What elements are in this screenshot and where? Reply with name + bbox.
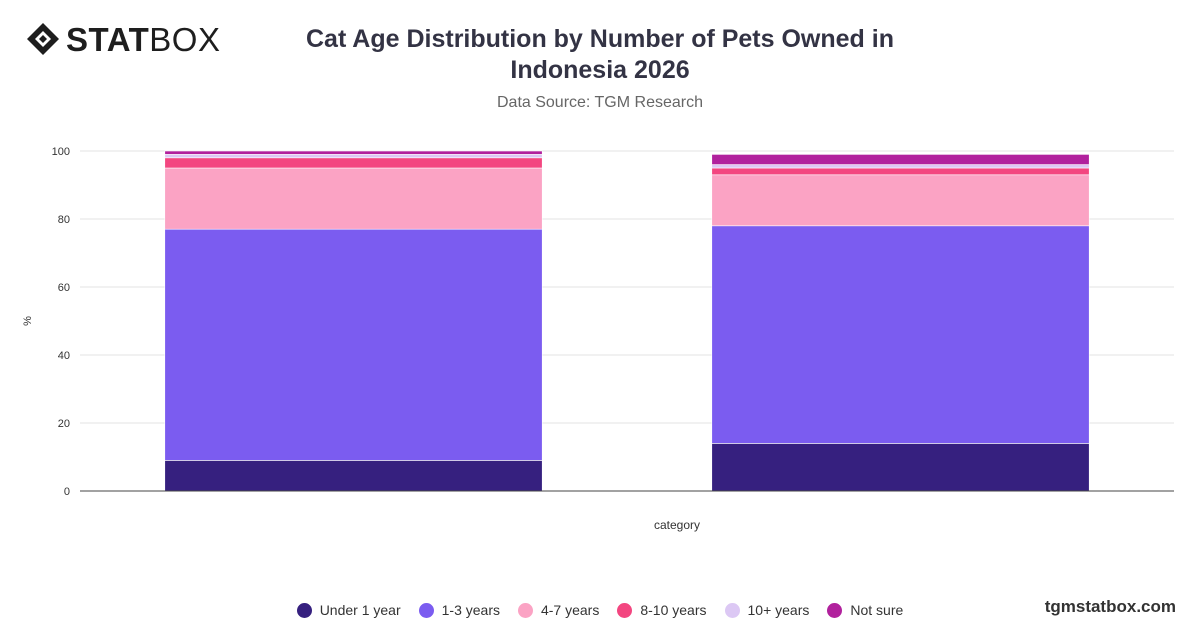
y-tick-label-60: 60 <box>58 282 70 294</box>
bar-segment-1-not-sure <box>164 150 543 155</box>
y-tick-label-100: 100 <box>52 146 70 158</box>
bar-segment-1-8-10-years <box>164 157 543 169</box>
y-axis-label: % <box>22 316 34 326</box>
legend-item-10-years[interactable]: 10+ years <box>724 602 810 618</box>
chart-title: Cat Age Distribution by Number of Pets O… <box>250 24 950 86</box>
legend-label-10-years: 10+ years <box>747 602 810 618</box>
chart-bars <box>164 150 1090 492</box>
legend-label-8-10-years: 8-10 years <box>640 602 707 618</box>
legend-swatch-under-1-year <box>296 602 312 618</box>
legend-swatch-8-10-years <box>617 602 633 618</box>
y-tick-label-40: 40 <box>58 350 70 362</box>
chart-axes: 0 20 40 60 80 100% category <box>22 146 1174 532</box>
legend-label-4-7-years: 4-7 years <box>540 602 600 618</box>
statbox-logo: STATBOX <box>26 22 220 56</box>
chart-subtitle: Data Source: TGM Research <box>496 94 703 111</box>
bar-segment-2-1-3-years <box>711 225 1090 444</box>
y-tick-label-0: 0 <box>64 486 70 498</box>
legend-swatch-not-sure <box>827 602 843 618</box>
bar-segment-2-under-1-year <box>711 443 1090 492</box>
chart-header: Cat Age Distribution by Number of Pets O… <box>250 24 950 112</box>
bar-segment-2-not-sure <box>711 154 1090 165</box>
bar-segment-1-4-7-years <box>164 167 543 230</box>
legend-item-1-3-years[interactable]: 1-3 years <box>418 602 500 618</box>
chart-title-line-1: Cat Age Distribution by Number of Pets O… <box>305 25 894 53</box>
bar-segment-2-4-7-years <box>711 174 1090 227</box>
legend-label-not-sure: Not sure <box>850 602 904 618</box>
bar-segment-1-1-3-years <box>164 228 543 461</box>
bar-segment-2-8-10-years <box>711 167 1090 176</box>
legend-item-8-10-years[interactable]: 8-10 years <box>617 602 707 618</box>
legend-item-under-1-year[interactable]: Under 1 year <box>296 602 401 618</box>
statbox-diamond-icon <box>27 23 59 55</box>
legend-swatch-10-years <box>724 602 740 618</box>
logo-wordmark: STATBOX <box>66 23 220 56</box>
legend-item-4-7-years[interactable]: 4-7 years <box>517 602 600 618</box>
legend-label-under-1-year: Under 1 year <box>319 602 401 618</box>
chart-title-line-2: Indonesia 2026 <box>510 56 690 84</box>
y-tick-label-20: 20 <box>58 418 70 430</box>
x-axis-label: category <box>654 518 700 532</box>
footer-site-link[interactable]: tgmstatbox.com <box>1044 597 1176 616</box>
legend-swatch-1-3-years <box>418 602 434 618</box>
logo-text-bold: STAT <box>66 20 150 58</box>
y-tick-label-80: 80 <box>58 214 70 226</box>
logo-text-light: BOX <box>149 20 221 58</box>
legend-label-1-3-years: 1-3 years <box>441 602 500 618</box>
bar-segment-1-10-years <box>164 154 543 159</box>
legend-item-not-sure[interactable]: Not sure <box>827 602 903 618</box>
bar-segment-2-10-years <box>711 164 1090 169</box>
bar-segment-1-under-1-year <box>164 460 543 492</box>
legend-swatch-4-7-years <box>517 602 533 618</box>
chart-legend: Under 1 year 1-3 years 4-7 years 8-10 years… <box>0 602 1200 618</box>
